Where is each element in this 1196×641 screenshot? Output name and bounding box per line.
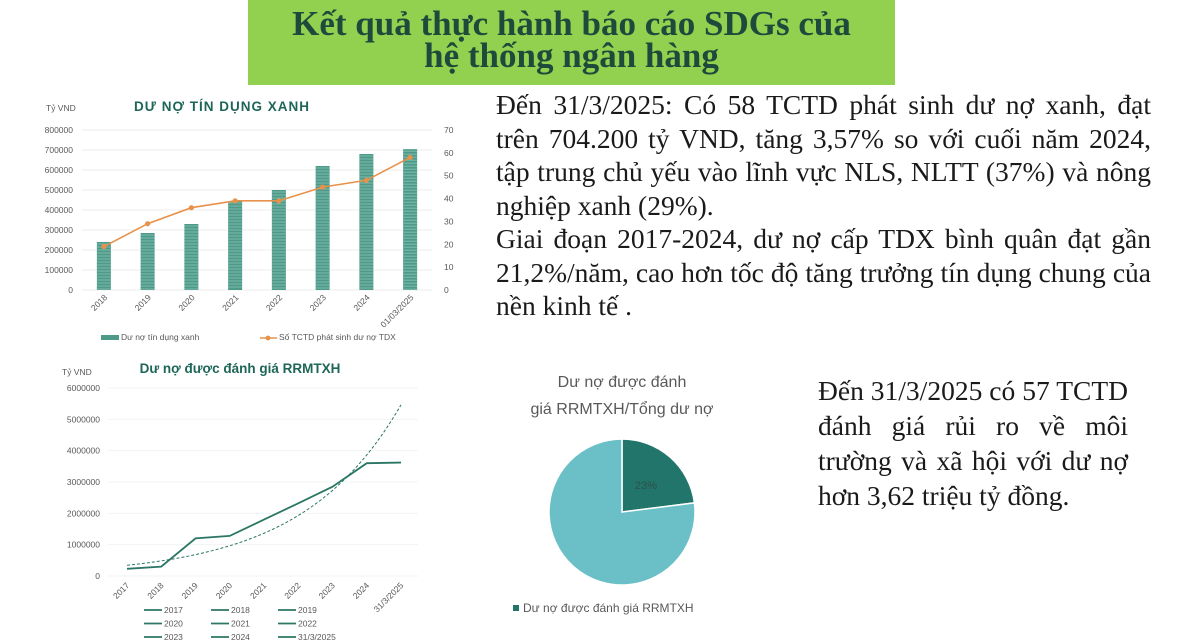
legend-label: Dư nợ được đánh giá RRMTXH (523, 601, 694, 615)
risk-assessment-summary: Đến 31/3/2025 có 57 TCTD đánh giá rủi ro… (818, 375, 1128, 511)
legend-label: 2020 (164, 619, 183, 629)
y2-tick-label: 50 (444, 171, 454, 181)
x-tick-label: 2023 (308, 292, 329, 313)
x-tick-label: 2020 (176, 292, 197, 313)
y-axis-unit: Tỷ VND (62, 367, 92, 377)
line-point (276, 198, 282, 204)
x-tick-label: 2022 (264, 292, 285, 313)
x-tick-label: 01/03/2025 (378, 292, 415, 329)
y-tick-label: 1000000 (67, 540, 100, 550)
legend-label: Số TCTD phát sinh dư nợ TDX (279, 332, 396, 342)
y-tick-label: 4000000 (67, 446, 100, 456)
legend-label: 2024 (231, 632, 250, 641)
pie-slice (621, 438, 696, 513)
y2-tick-label: 70 (444, 125, 454, 135)
y-tick-label: 800000 (45, 125, 74, 135)
paragraph-growth: Giai đoạn 2017-2024, dư nợ cấp TDX bình … (496, 223, 1151, 321)
slide-title: Kết quả thực hành báo cáo SDGs của hệ th… (248, 0, 895, 85)
line-point (101, 243, 107, 250)
y2-tick-label: 10 (444, 262, 454, 272)
y2-tick-label: 20 (444, 239, 454, 249)
y-tick-label: 700000 (45, 145, 74, 155)
pie-slice (548, 438, 696, 586)
title-line-1: Kết quả thực hành báo cáo SDGs của (292, 4, 851, 43)
bar (228, 201, 243, 290)
y-tick-label: 2000000 (67, 508, 100, 518)
y-tick-label: 500000 (45, 185, 74, 195)
y-tick-label: 5000000 (67, 414, 100, 424)
series-line (103, 156, 411, 248)
x-tick-label: 2018 (145, 580, 166, 601)
line-point (232, 198, 238, 204)
line-point (188, 205, 194, 211)
y2-tick-label: 40 (444, 194, 454, 204)
pie-data-label: 23% (635, 480, 657, 492)
legend-label: 2022 (298, 619, 317, 629)
y-axis-unit: Tỷ VND (46, 103, 76, 113)
legend-label: 2017 (164, 605, 183, 615)
legend-label: Dư nợ tín dụng xanh (121, 332, 200, 342)
line-point (320, 184, 326, 190)
legend-bar-swatch (101, 335, 119, 340)
y2-tick-label: 0 (444, 285, 449, 295)
x-tick-label: 31/3/2025 (372, 580, 406, 614)
y2-tick-label: 30 (444, 216, 454, 226)
y-tick-label: 400000 (45, 205, 74, 215)
x-tick-label: 2021 (248, 580, 269, 601)
x-tick-label: 2022 (282, 580, 303, 601)
legend-label: 31/3/2025 (298, 632, 336, 641)
x-tick-label: 2019 (179, 580, 200, 601)
bar (140, 233, 155, 290)
chart-title-line-1: Dư nợ được đánh (558, 374, 687, 391)
green-credit-summary: Đến 31/3/2025: Có 58 TCTD phát sinh dư n… (496, 88, 1151, 323)
y-tick-label: 0 (68, 285, 73, 295)
line-point (363, 177, 369, 183)
bar (403, 149, 418, 290)
series-line (126, 461, 402, 570)
bar (184, 224, 199, 290)
paragraph-green-credit: Đến 31/3/2025: Có 58 TCTD phát sinh dư n… (496, 89, 1151, 221)
x-tick-label: 2017 (111, 580, 132, 601)
chart-title: DƯ NỢ TÍN DỤNG XANH (134, 99, 310, 114)
legend-swatch (513, 605, 519, 611)
y-tick-label: 6000000 (67, 383, 100, 393)
y-tick-label: 0 (95, 571, 100, 581)
y-tick-label: 3000000 (67, 477, 100, 487)
y-tick-label: 600000 (45, 165, 74, 175)
x-tick-label: 2023 (316, 580, 337, 601)
y-tick-label: 200000 (45, 245, 74, 255)
legend-label: 2018 (231, 605, 250, 615)
chart-title: Dư nợ được đánh giá RRMTXH (140, 361, 341, 376)
x-tick-label: 2019 (133, 292, 154, 313)
y-tick-label: 300000 (45, 225, 74, 235)
title-line-2: hệ thống ngân hàng (424, 36, 719, 75)
chart-title-line-2: giá RRMTXH/Tổng dư nợ (530, 400, 714, 418)
legend-label: 2021 (231, 619, 250, 629)
x-tick-label: 2024 (351, 292, 372, 313)
legend-line-marker (265, 335, 271, 341)
x-tick-label: 2020 (214, 580, 235, 601)
legend-label: 2023 (164, 632, 183, 641)
y-tick-label: 100000 (45, 265, 74, 275)
bar (96, 242, 111, 290)
line-point (145, 221, 151, 227)
x-tick-label: 2024 (351, 580, 372, 601)
legend-label: 2019 (298, 605, 317, 615)
x-tick-label: 2021 (220, 292, 241, 313)
line-point (407, 154, 413, 161)
trendline (126, 404, 402, 566)
y2-tick-label: 60 (444, 148, 454, 158)
x-tick-label: 2018 (89, 292, 110, 313)
